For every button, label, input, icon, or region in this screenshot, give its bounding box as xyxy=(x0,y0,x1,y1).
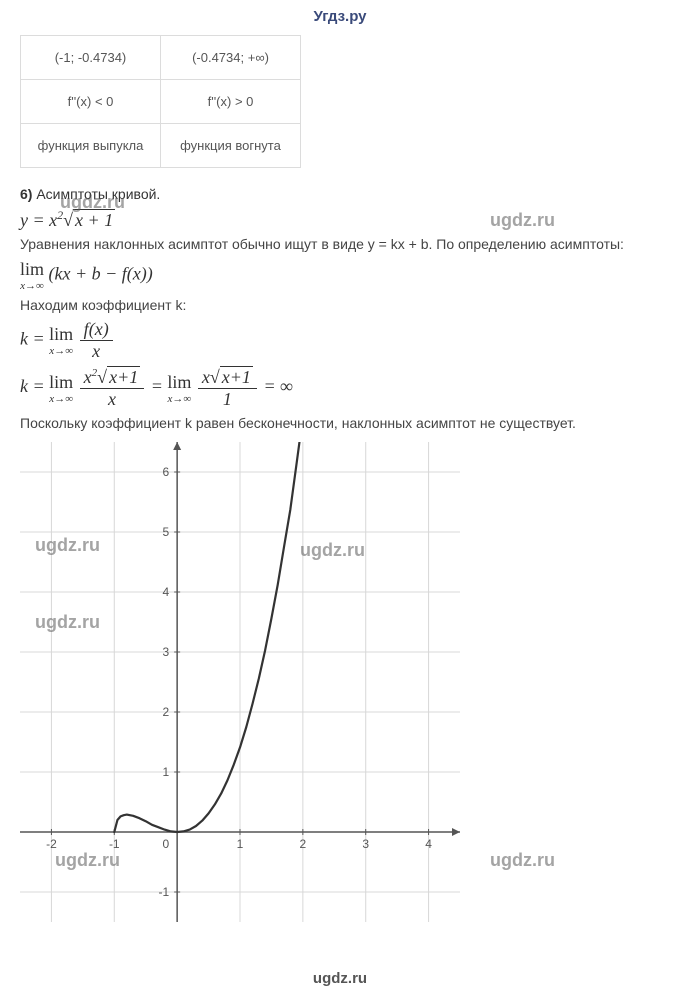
limit-body: (kx + b − f(x)) xyxy=(49,263,153,283)
text-line: Уравнения наклонных асимптот обычно ищут… xyxy=(20,235,660,255)
table-cell: f''(x) < 0 xyxy=(21,80,161,124)
equation-k2: k = limx→∞ x2√x+1 x = limx→∞ x√x+1 1 = ∞ xyxy=(20,366,660,410)
table-row: функция выпукла функция вогнута xyxy=(21,124,301,168)
footer-text: ugdz.ru xyxy=(313,970,367,987)
table-cell: (-0.4734; +∞) xyxy=(161,36,301,80)
svg-text:6: 6 xyxy=(162,465,169,479)
svg-text:1: 1 xyxy=(162,765,169,779)
table-row: f''(x) < 0 f''(x) > 0 xyxy=(21,80,301,124)
equation-main: y = x2√x + 1 xyxy=(20,208,660,231)
svg-text:-1: -1 xyxy=(158,885,169,899)
svg-text:0: 0 xyxy=(162,837,169,851)
table-cell: f''(x) > 0 xyxy=(161,80,301,124)
section-number: 6) xyxy=(20,186,32,202)
svg-text:-1: -1 xyxy=(109,837,120,851)
svg-text:2: 2 xyxy=(300,837,307,851)
svg-text:1: 1 xyxy=(237,837,244,851)
svg-text:2: 2 xyxy=(162,705,169,719)
header-title: Угдз.ру xyxy=(313,8,366,25)
table-row: (-1; -0.4734) (-0.4734; +∞) xyxy=(21,36,301,80)
table-cell: (-1; -0.4734) xyxy=(21,36,161,80)
footer-watermark: ugdz.ru xyxy=(0,970,680,987)
equation-k1: k = limx→∞ f(x)x xyxy=(20,319,660,362)
svg-text:4: 4 xyxy=(425,837,432,851)
text-line: Поскольку коэффициент k равен бесконечно… xyxy=(20,414,660,434)
svg-text:4: 4 xyxy=(162,585,169,599)
page-header: Угдз.ру xyxy=(0,0,680,25)
svg-text:3: 3 xyxy=(362,837,369,851)
text-line: Находим коэффициент k: xyxy=(20,296,660,316)
svg-text:-2: -2 xyxy=(46,837,57,851)
table-cell: функция выпукла xyxy=(21,124,161,168)
section-title: 6) Асимптоты кривой. xyxy=(20,186,660,202)
table-cell: функция вогнута xyxy=(161,124,301,168)
svg-text:3: 3 xyxy=(162,645,169,659)
content: (-1; -0.4734) (-0.4734; +∞) f''(x) < 0 f… xyxy=(0,25,680,922)
function-graph: -2 -1 1 2 3 4 -1 1 2 3 4 5 6 0 xyxy=(20,442,460,922)
svg-text:5: 5 xyxy=(162,525,169,539)
convexity-table: (-1; -0.4734) (-0.4734; +∞) f''(x) < 0 f… xyxy=(20,35,301,168)
section-name: Асимптоты кривой. xyxy=(36,186,160,202)
graph-container: -2 -1 1 2 3 4 -1 1 2 3 4 5 6 0 xyxy=(20,442,660,922)
limit-expr-1: limx→∞ (kx + b − f(x)) xyxy=(20,259,660,292)
